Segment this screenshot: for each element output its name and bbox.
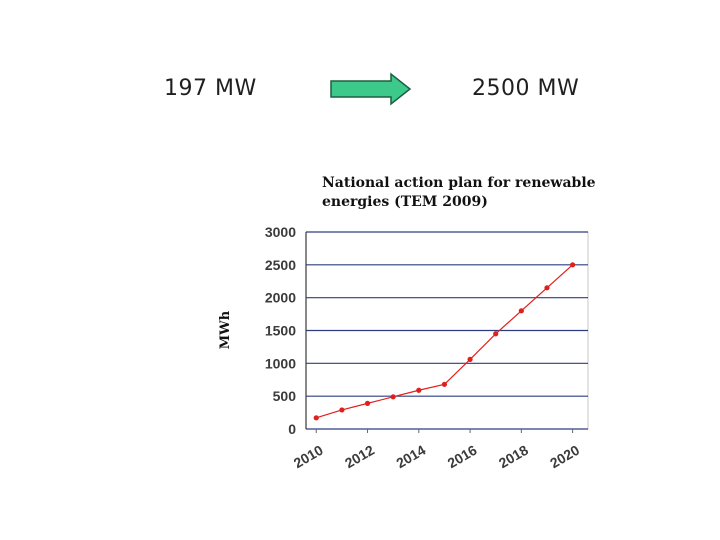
plot-area: 0 500 1000 1500 2000 2500 3000 2010 2012 2014 2016…: [265, 224, 589, 472]
y-tick-label: 1000: [265, 355, 296, 371]
x-tick-label: 2014: [393, 442, 428, 472]
start-capacity-label: 197 MW: [164, 76, 257, 101]
data-point: [518, 308, 524, 314]
y-tick-label: 0: [288, 421, 296, 437]
y-tick-label: 1500: [265, 323, 296, 339]
data-point: [467, 356, 473, 362]
y-axis-label: MWh: [218, 310, 233, 349]
x-tick-label: 2020: [547, 442, 582, 472]
right-arrow-icon: [330, 72, 412, 106]
data-point: [416, 387, 422, 393]
data-point: [390, 394, 396, 400]
data-point: [441, 381, 448, 387]
chart-title-line-2: energies (TEM 2009): [322, 194, 488, 210]
y-tick-label: 2500: [265, 257, 296, 273]
data-point: [313, 415, 319, 421]
data-point: [364, 400, 371, 406]
x-tick-label: 2012: [342, 442, 377, 472]
target-capacity-label: 2500 MW: [472, 76, 580, 101]
y-tick-label: 3000: [265, 224, 296, 240]
data-point: [570, 262, 576, 268]
chart-title-line-1: National action plan for renewable: [322, 175, 596, 191]
y-tick-label: 500: [273, 388, 297, 404]
data-point: [493, 331, 499, 337]
x-tick-label: 2016: [445, 442, 480, 472]
y-tick-label: 2000: [265, 290, 296, 306]
data-point: [544, 285, 550, 291]
x-tick-label: 2010: [291, 442, 326, 472]
data-point: [339, 407, 345, 413]
x-tick-label: 2018: [496, 442, 531, 472]
